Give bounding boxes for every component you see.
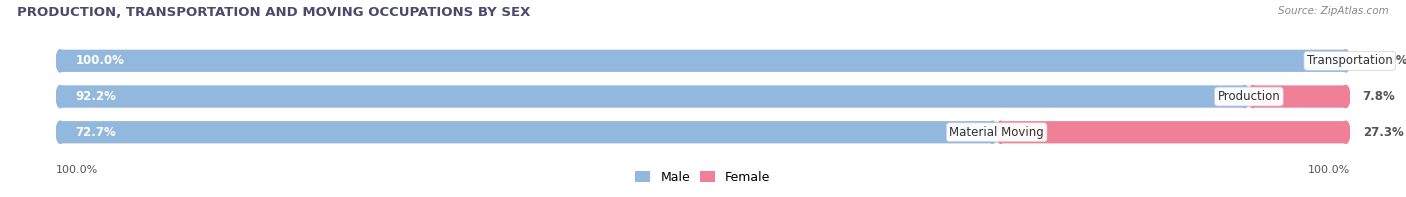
FancyBboxPatch shape bbox=[60, 85, 1244, 108]
Circle shape bbox=[56, 121, 65, 143]
Text: Material Moving: Material Moving bbox=[949, 126, 1045, 139]
Circle shape bbox=[1341, 50, 1350, 72]
Circle shape bbox=[56, 121, 65, 143]
Circle shape bbox=[1241, 85, 1249, 108]
Text: 100.0%: 100.0% bbox=[76, 54, 125, 67]
Circle shape bbox=[1341, 85, 1350, 108]
Legend: Male, Female: Male, Female bbox=[630, 166, 776, 189]
Text: 100.0%: 100.0% bbox=[56, 165, 98, 176]
Circle shape bbox=[988, 121, 997, 143]
Text: Production: Production bbox=[1218, 90, 1281, 103]
Circle shape bbox=[56, 85, 65, 108]
Text: 7.8%: 7.8% bbox=[1362, 90, 1395, 103]
FancyBboxPatch shape bbox=[60, 85, 1346, 108]
FancyBboxPatch shape bbox=[60, 50, 1346, 72]
Circle shape bbox=[1341, 121, 1350, 143]
Text: 27.3%: 27.3% bbox=[1362, 126, 1403, 139]
Circle shape bbox=[1341, 85, 1350, 108]
Circle shape bbox=[56, 50, 65, 72]
FancyBboxPatch shape bbox=[60, 50, 1346, 72]
Text: Transportation: Transportation bbox=[1308, 54, 1392, 67]
FancyBboxPatch shape bbox=[1253, 85, 1346, 108]
FancyBboxPatch shape bbox=[60, 121, 1346, 143]
Text: Source: ZipAtlas.com: Source: ZipAtlas.com bbox=[1278, 6, 1389, 16]
Circle shape bbox=[1341, 50, 1350, 72]
Circle shape bbox=[997, 121, 1005, 143]
Text: PRODUCTION, TRANSPORTATION AND MOVING OCCUPATIONS BY SEX: PRODUCTION, TRANSPORTATION AND MOVING OC… bbox=[17, 6, 530, 19]
Text: 0.0%: 0.0% bbox=[1375, 54, 1406, 67]
Text: 100.0%: 100.0% bbox=[1308, 165, 1350, 176]
FancyBboxPatch shape bbox=[1001, 121, 1346, 143]
Text: 92.2%: 92.2% bbox=[76, 90, 117, 103]
Circle shape bbox=[1341, 121, 1350, 143]
Circle shape bbox=[1249, 85, 1257, 108]
Text: 72.7%: 72.7% bbox=[76, 126, 117, 139]
Circle shape bbox=[56, 50, 65, 72]
Circle shape bbox=[56, 85, 65, 108]
FancyBboxPatch shape bbox=[60, 121, 993, 143]
